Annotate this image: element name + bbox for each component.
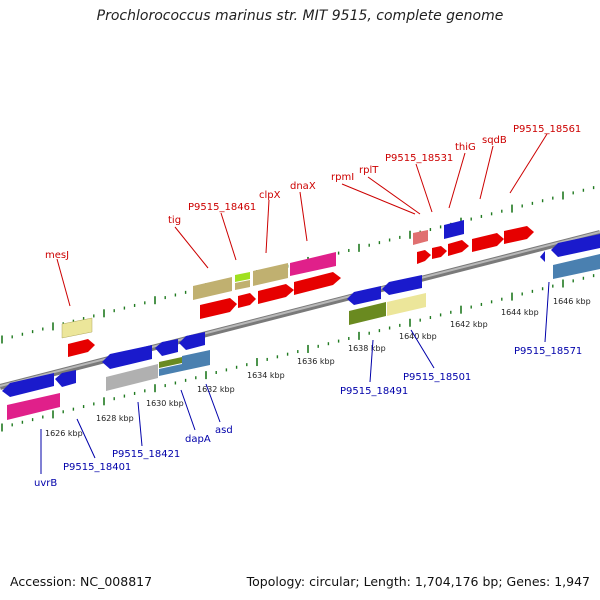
scale-labels: 1626 kbp 1628 kbp 1630 kbp 1632 kbp 1634… (45, 297, 591, 438)
gene-label[interactable]: dapA (185, 434, 211, 445)
gene-arrow[interactable] (182, 350, 210, 371)
gene-arrow[interactable] (448, 240, 469, 256)
top-leaders (56, 133, 548, 307)
gene-arrow[interactable] (68, 339, 95, 357)
bottom-gene-labels: uvrB P9515_18401 P9515_18421 dapA asd P9… (34, 346, 582, 489)
gene-arrow[interactable] (238, 293, 256, 308)
gene-label[interactable]: P9515_18421 (112, 449, 180, 460)
gene-arrow[interactable] (349, 302, 386, 325)
gene-label[interactable]: P9515_18401 (63, 462, 131, 473)
gene-arrow[interactable] (382, 275, 422, 295)
gene-label[interactable]: sqdB (482, 135, 507, 146)
gene-label[interactable]: rpmI (331, 172, 354, 183)
gene-arrow[interactable] (258, 284, 294, 304)
gene-arrow[interactable] (347, 286, 381, 305)
scale-label: 1638 kbp (348, 344, 386, 353)
gene-arrow[interactable] (417, 250, 431, 264)
accession-text: Accession: NC_008817 (10, 574, 153, 589)
scale-label: 1626 kbp (45, 429, 83, 438)
forward-genes (7, 220, 534, 420)
gene-arrow[interactable] (200, 298, 237, 319)
scale-label: 1630 kbp (146, 399, 184, 408)
top-gene-labels: mesJ tig P9515_18461 clpX dnaX rpmI rplT… (45, 124, 581, 261)
scale-label: 1632 kbp (197, 385, 235, 394)
gene-label[interactable]: tig (168, 215, 181, 226)
gene-arrow[interactable] (55, 370, 76, 387)
gene-arrow[interactable] (7, 393, 60, 420)
gene-arrow[interactable] (553, 254, 600, 279)
gene-arrow[interactable] (540, 251, 545, 262)
scale-label: 1636 kbp (297, 357, 335, 366)
gene-arrow[interactable] (472, 233, 504, 252)
gene-arrow[interactable] (413, 230, 428, 245)
gene-label[interactable]: thiG (455, 142, 476, 153)
gene-label[interactable]: clpX (259, 190, 281, 201)
bottom-leaders (40, 281, 550, 474)
gene-arrow[interactable] (159, 357, 182, 368)
gene-label[interactable]: P9515_18531 (385, 153, 453, 164)
gene-arrow[interactable] (2, 373, 54, 397)
gene-label[interactable]: P9515_18561 (513, 124, 581, 135)
gene-arrow[interactable] (290, 252, 336, 276)
scale-label: 1640 kbp (399, 332, 437, 341)
gene-arrow[interactable] (61, 317, 93, 339)
gene-label[interactable]: mesJ (45, 250, 69, 261)
gene-arrow[interactable] (193, 277, 232, 300)
gene-label[interactable]: dnaX (290, 181, 316, 192)
map-title: Prochlorococcus marinus str. MIT 9515, c… (96, 8, 504, 24)
gene-label[interactable]: uvrB (34, 478, 57, 489)
scale-label: 1644 kbp (501, 308, 539, 317)
gene-arrow[interactable] (102, 345, 152, 369)
gene-label[interactable]: P9515_18491 (340, 386, 408, 397)
gene-arrow[interactable] (235, 280, 250, 290)
gene-label[interactable]: P9515_18501 (403, 372, 471, 383)
gene-label[interactable]: rplT (359, 165, 379, 176)
gene-arrow[interactable] (155, 339, 178, 356)
gene-arrow[interactable] (235, 272, 250, 282)
topology-text: Topology: circular; Length: 1,704,176 bp… (246, 574, 590, 589)
scale-label: 1628 kbp (96, 414, 134, 423)
gene-arrow[interactable] (253, 263, 288, 286)
scale-label: 1634 kbp (247, 371, 285, 380)
bottom-ruler (1, 274, 595, 432)
gene-arrow[interactable] (504, 226, 534, 244)
genome-axis (0, 230, 600, 390)
gene-label[interactable]: asd (215, 425, 233, 436)
gene-arrow[interactable] (432, 246, 447, 259)
reverse-genes (2, 234, 600, 397)
gene-arrow[interactable] (387, 293, 426, 316)
gene-arrow[interactable] (294, 272, 341, 295)
scale-label: 1646 kbp (553, 297, 591, 306)
gene-arrow[interactable] (444, 220, 464, 239)
gene-arrow[interactable] (159, 364, 182, 376)
gene-arrow[interactable] (551, 234, 600, 257)
gene-arrow[interactable] (179, 332, 205, 350)
scale-label: 1642 kbp (450, 320, 488, 329)
gene-label[interactable]: P9515_18461 (188, 202, 256, 213)
gene-arrow[interactable] (106, 364, 158, 391)
gene-label[interactable]: P9515_18571 (514, 346, 582, 357)
